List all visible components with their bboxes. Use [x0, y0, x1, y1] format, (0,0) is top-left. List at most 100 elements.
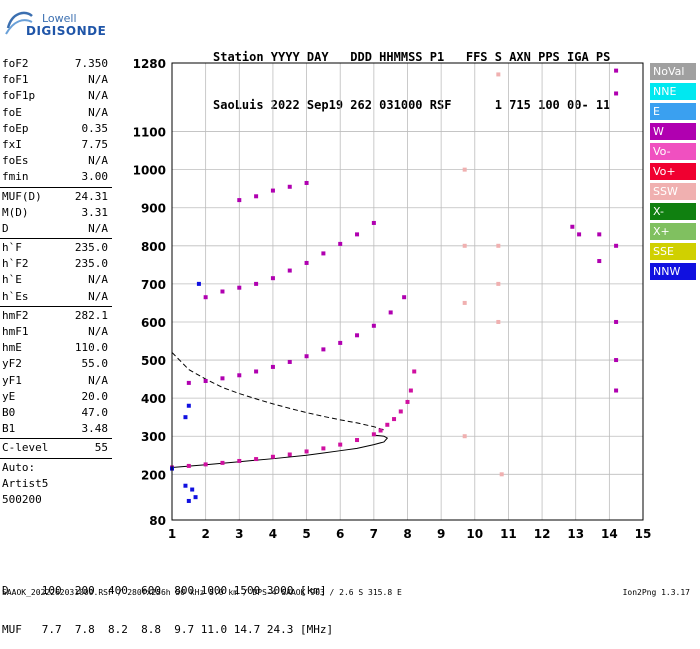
param-row: MUF(D) 24.31: [0, 189, 112, 205]
echo-point: [462, 243, 467, 248]
echo-point: [304, 354, 309, 359]
param-row: foE N/A: [0, 105, 112, 121]
x-tick-label: 5: [302, 527, 310, 541]
param-value: N/A: [88, 221, 108, 235]
echo-point: [304, 449, 309, 454]
param-name: foF1: [2, 73, 29, 87]
echo-point: [614, 243, 619, 248]
param-name: MUF(D): [2, 189, 42, 203]
chart-grid: [171, 62, 644, 521]
param-value: N/A: [88, 73, 108, 87]
param-value: 3.48: [81, 422, 109, 436]
x-tick-label: 1: [168, 527, 176, 541]
echo-point: [371, 323, 376, 328]
param-row: B0 47.0: [0, 405, 112, 421]
software-version: Ion2Png 1.3.17: [622, 588, 690, 597]
param-value: 24.31: [74, 189, 108, 203]
param-divider: [0, 305, 112, 307]
param-row: fmin 3.00: [0, 169, 112, 185]
param-divider: [0, 438, 112, 440]
param-name: B1: [2, 422, 16, 436]
echo-point: [496, 243, 501, 248]
echo-point: [371, 432, 376, 437]
param-value: 282.1: [74, 308, 108, 322]
echo-points: [170, 68, 619, 503]
echo-point: [392, 417, 397, 422]
muf-table: D 100 200 400 600 800 1000 1500 3000 [km…: [2, 558, 333, 649]
muf-d-label: D: [2, 584, 9, 597]
legend-item: X-: [650, 203, 696, 220]
x-tick-label: 9: [437, 527, 445, 541]
echo-point: [614, 388, 619, 393]
echo-point: [203, 462, 208, 467]
plot-frame: [171, 62, 644, 521]
x-tick-label: 12: [534, 527, 551, 541]
legend-item: Vo+: [650, 163, 696, 180]
echo-point: [203, 378, 208, 383]
echo-point: [496, 72, 501, 77]
param-row: foEp 0.35: [0, 121, 112, 137]
param-value: N/A: [88, 154, 108, 168]
muf-value-row: MUF 7.7 7.8 8.2 8.8 9.7 11.0 14.7 24.3 […: [2, 623, 333, 636]
echo-point: [254, 369, 259, 374]
param-value: 3.00: [81, 170, 109, 184]
param-value: 47.0: [81, 405, 109, 419]
x-tick-label: 15: [635, 527, 652, 541]
y-tick-label: 700: [141, 278, 166, 292]
x-tick-label: 3: [235, 527, 243, 541]
param-row: M(D) 3.31: [0, 205, 112, 221]
echo-point: [287, 359, 292, 364]
x-tick-label: 11: [500, 527, 517, 541]
param-name: hmE: [2, 341, 22, 355]
echo-point: [304, 260, 309, 265]
y-tick-label: 80: [149, 514, 166, 528]
legend-item: NNW: [650, 263, 696, 280]
param-value: 110.0: [74, 341, 108, 355]
param-name: M(D): [2, 205, 29, 219]
echo-point: [254, 194, 259, 199]
y-tick-label: 600: [141, 316, 166, 330]
echo-point: [614, 91, 619, 96]
echo-point: [186, 498, 191, 503]
param-value: N/A: [88, 89, 108, 103]
param-row: yF1 N/A: [0, 373, 112, 389]
legend-item: SSE: [650, 243, 696, 260]
echo-point: [237, 198, 242, 203]
param-name: fmin: [2, 170, 29, 184]
param-value: N/A: [88, 105, 108, 119]
param-name: D: [2, 221, 9, 235]
echo-point: [321, 251, 326, 256]
param-row: yF2 55.0: [0, 356, 112, 372]
param-name: C-level: [2, 441, 49, 455]
legend-item: SSW: [650, 183, 696, 200]
param-row: h`Es N/A: [0, 289, 112, 305]
echo-point: [338, 241, 343, 246]
param-divider: [0, 186, 112, 188]
param-row: h`E N/A: [0, 272, 112, 288]
y-tick-label: 1100: [133, 126, 166, 140]
ionogram-chart: 1 2 3 4 5 6 7 8 9 10 11 12 13 14 15 802003004005006007…: [133, 57, 652, 541]
x-tick-label: 8: [403, 527, 411, 541]
echo-point: [496, 319, 501, 324]
muf-d-values: 100 200 400 600 800 1000 1500 3000 [km]: [41, 584, 327, 597]
muf-label: MUF: [2, 623, 22, 636]
param-row-clevel: C-level 55: [0, 440, 112, 456]
echo-point: [186, 403, 191, 408]
param-row: foF1 N/A: [0, 72, 112, 88]
param-name: foEs: [2, 154, 29, 168]
echo-point: [270, 276, 275, 281]
legend-item: Vo-: [650, 143, 696, 160]
echo-point: [378, 428, 383, 433]
param-name: h`F2: [2, 257, 29, 271]
legend-item: E: [650, 103, 696, 120]
echo-point: [270, 364, 275, 369]
digisonde-logo: Lowell DIGISONDE: [4, 6, 114, 40]
x-tick-label: 10: [466, 527, 483, 541]
y-tick-label: 800: [141, 240, 166, 254]
param-value: N/A: [88, 289, 108, 303]
param-value: 20.0: [81, 389, 109, 403]
param-value: 235.0: [74, 241, 108, 255]
param-row: B1 3.48: [0, 421, 112, 437]
autoscaler-name: Artist5: [2, 476, 49, 490]
x-tick-label: 7: [370, 527, 378, 541]
